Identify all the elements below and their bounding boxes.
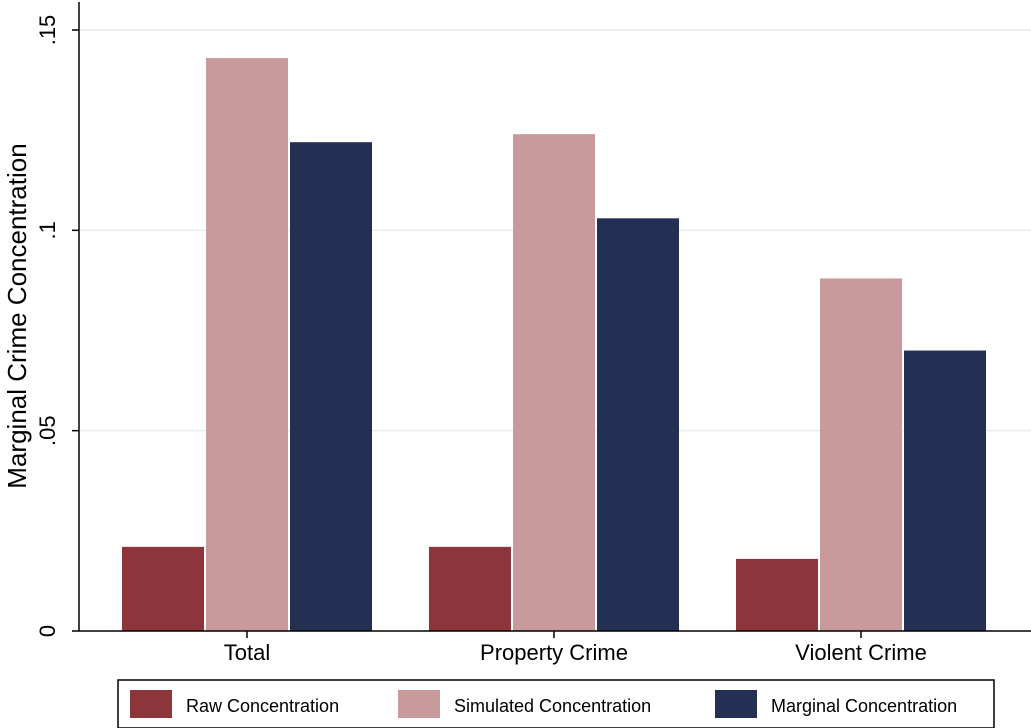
y-tick-label: .1 — [35, 221, 60, 239]
legend-items: Raw Concentration Simulated Concentration… — [130, 690, 957, 718]
legend-label: Marginal Concentration — [771, 696, 957, 716]
legend-box — [117, 679, 995, 728]
bar — [429, 546, 511, 631]
bar — [736, 558, 818, 631]
legend-label: Simulated Concentration — [454, 696, 651, 716]
x-tick-label: Property Crime — [480, 640, 628, 665]
legend-swatch — [130, 690, 172, 718]
axes — [78, 2, 1031, 632]
x-tick-label: Violent Crime — [795, 640, 927, 665]
y-axis-title: Marginal Crime Concentration — [2, 143, 32, 488]
x-tick-label: Total — [224, 640, 270, 665]
bar — [206, 58, 288, 631]
bar — [904, 350, 986, 631]
bar — [122, 546, 204, 631]
legend-swatch — [398, 690, 440, 718]
bars — [122, 58, 986, 632]
legend-swatch — [715, 690, 757, 718]
x-ticks: Total Property Crime Violent Crime — [224, 631, 927, 665]
y-tick-label: 0 — [35, 625, 60, 637]
bar — [597, 218, 679, 631]
y-tick-label: .15 — [35, 15, 60, 46]
y-ticks: 0 .05 .1 .15 — [35, 15, 79, 637]
bar — [820, 278, 902, 631]
bar — [290, 142, 372, 632]
legend-label: Raw Concentration — [186, 696, 339, 716]
bar — [513, 134, 595, 631]
y-tick-label: .05 — [35, 415, 60, 446]
legend: Raw Concentration Simulated Concentration… — [117, 679, 995, 728]
